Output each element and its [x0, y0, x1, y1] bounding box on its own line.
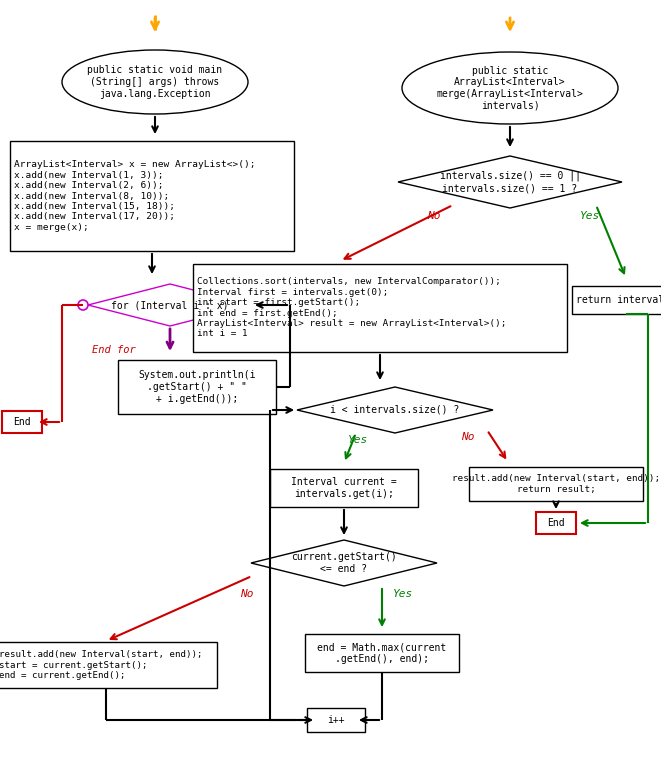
Ellipse shape: [402, 52, 618, 124]
Text: Yes: Yes: [393, 589, 413, 599]
Text: Collections.sort(intervals, new IntervalComparator());
Interval first = interval: Collections.sort(intervals, new Interval…: [197, 278, 506, 339]
Text: Yes: Yes: [348, 435, 368, 445]
Text: End for: End for: [92, 345, 136, 355]
Text: for (Interval i : x): for (Interval i : x): [111, 300, 229, 310]
Polygon shape: [251, 540, 437, 586]
Text: System.out.println(i
.getStart() + " "
+ i.getEnd());: System.out.println(i .getStart() + " " +…: [138, 370, 256, 403]
Bar: [193, 264, 567, 352]
Text: end = Math.max(current
.getEnd(), end);: end = Math.max(current .getEnd(), end);: [317, 642, 447, 664]
Text: ArrayList<Interval> x = new ArrayList<>();
x.add(new Interval(1, 3));
x.add(new : ArrayList<Interval> x = new ArrayList<>(…: [14, 161, 256, 232]
Bar: [270, 469, 418, 507]
Bar: [0, 642, 217, 688]
Text: Interval current =
intervals.get(i);: Interval current = intervals.get(i);: [291, 477, 397, 498]
Text: return intervals;: return intervals;: [576, 295, 661, 305]
Text: End: End: [547, 518, 564, 528]
Text: i < intervals.size() ?: i < intervals.size() ?: [330, 405, 459, 415]
Polygon shape: [88, 284, 252, 326]
Bar: [307, 708, 365, 732]
Text: result.add(new Interval(start, end));
start = current.getStart();
end = current.: result.add(new Interval(start, end)); st…: [0, 650, 202, 680]
Polygon shape: [398, 156, 622, 208]
Text: current.getStart()
<= end ?: current.getStart() <= end ?: [291, 552, 397, 574]
Bar: [118, 360, 276, 414]
Text: End: End: [13, 417, 31, 427]
Bar: [536, 512, 576, 534]
Bar: [305, 634, 459, 672]
Text: No: No: [461, 432, 475, 442]
Text: public static void main
(String[] args) throws
java.lang.Exception: public static void main (String[] args) …: [87, 66, 223, 98]
Bar: [2, 411, 42, 433]
Ellipse shape: [62, 50, 248, 114]
Text: intervals.size() == 0 ||
intervals.size() == 1 ?: intervals.size() == 0 || intervals.size(…: [440, 171, 580, 193]
Text: No: No: [240, 589, 254, 599]
Text: public static
ArrayList<Interval>
merge(ArrayList<Interval>
intervals): public static ArrayList<Interval> merge(…: [436, 66, 584, 111]
Bar: [572, 286, 661, 314]
Text: No: No: [427, 211, 441, 221]
Bar: [10, 141, 294, 251]
Text: Yes: Yes: [580, 211, 600, 221]
Polygon shape: [297, 387, 493, 433]
Bar: [469, 467, 643, 501]
Text: i++: i++: [327, 715, 345, 725]
Text: result.add(new Interval(start, end));
return result;: result.add(new Interval(start, end)); re…: [452, 474, 660, 494]
